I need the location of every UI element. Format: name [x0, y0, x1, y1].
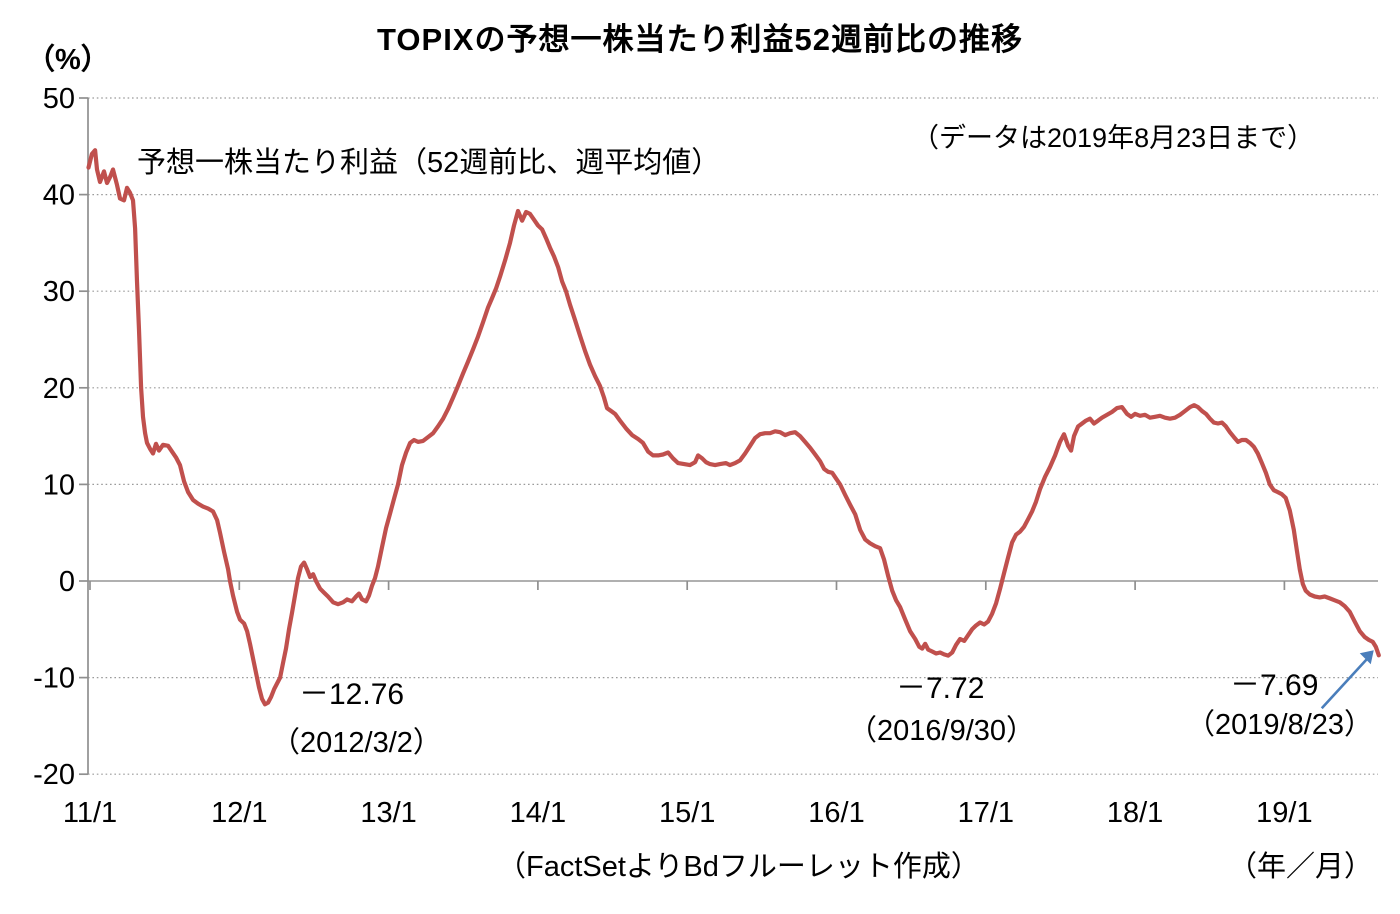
data-coverage-note: （データは2019年8月23日まで）: [912, 123, 1315, 153]
y-tick-label: 0: [59, 566, 75, 598]
x-tick-label: 13/1: [360, 797, 416, 829]
y-tick-label: 20: [43, 373, 75, 405]
x-tick-label: 12/1: [211, 797, 267, 829]
x-tick-label: 16/1: [808, 797, 864, 829]
x-axis-unit-label: （年／月）: [1228, 851, 1374, 883]
y-tick-label: 10: [43, 469, 75, 501]
arrowhead-icon: [1359, 650, 1374, 665]
y-tick-label: 30: [43, 276, 75, 308]
x-tick-label: 19/1: [1256, 797, 1312, 829]
source-note: （FactSetよりBdフルーレット作成）: [497, 851, 980, 883]
series-label: 予想一株当たり利益（52週前比、週平均値）: [137, 147, 721, 179]
x-tick-label: 15/1: [659, 797, 715, 829]
y-tick-label: 40: [43, 180, 75, 212]
x-tick-label: 18/1: [1107, 797, 1163, 829]
y-tick-label: -10: [33, 663, 75, 695]
y-tick-label: 50: [43, 83, 75, 115]
callout-2012-min-date: （2012/3/2）: [271, 727, 442, 759]
x-tick-label: 14/1: [510, 797, 566, 829]
y-tick-label: -20: [33, 759, 75, 791]
y-axis-unit-label: （%）: [26, 44, 110, 76]
eps-yoy-line: [86, 148, 1381, 707]
callout-2016-min-value: －7.72: [896, 672, 985, 705]
callout-2019-latest-date: （2019/8/23）: [1186, 709, 1374, 741]
x-tick-label: 17/1: [958, 797, 1014, 829]
chart-title: TOPIXの予想一株当たり利益52週前比の推移: [377, 22, 1023, 57]
arrow-to-latest-point: [1320, 658, 1368, 710]
callout-2016-min-date: （2016/9/30）: [848, 715, 1036, 747]
x-tick-label: 11/1: [63, 797, 117, 829]
callout-2019-latest-value: －7.69: [1230, 669, 1319, 702]
callout-2012-min-value: －12.76: [299, 678, 405, 711]
